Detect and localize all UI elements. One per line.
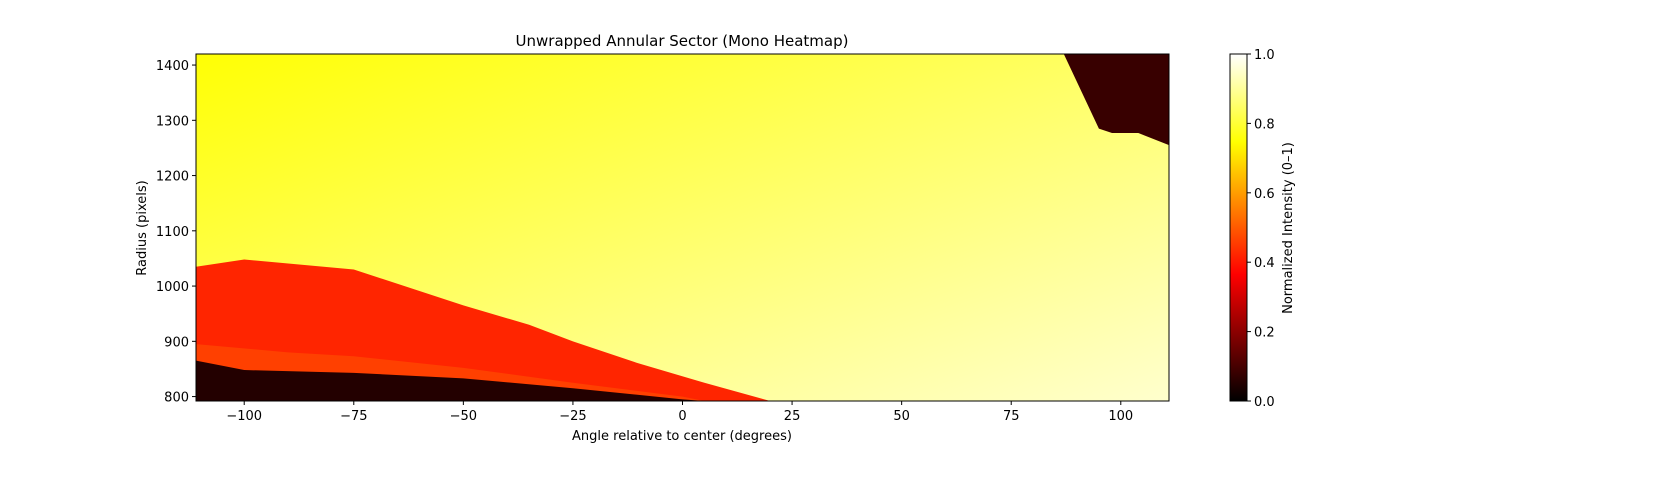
colorbar-tick-label: 0.6 [1254,187,1275,202]
x-tick-label: 50 [893,409,910,424]
y-tick-label: 1300 [156,114,189,129]
x-tick-label: 75 [1003,409,1020,424]
x-tick-label: −75 [340,409,367,424]
x-tick-label: 0 [678,409,686,424]
y-tick-label: 1100 [156,225,189,240]
y-tick-label: 1400 [156,59,189,74]
colorbar-tick-label: 0.0 [1254,395,1275,410]
x-tick-label: 100 [1108,409,1133,424]
x-axis: −100 −75 −50 −25 0 25 50 75 100 [226,401,1133,424]
y-tick-label: 800 [164,391,189,406]
colorbar-tick-label: 0.4 [1254,256,1275,271]
colorbar-label: Normalized Intensity (0–1) [1281,142,1296,314]
colorbar-tick-label: 0.2 [1254,326,1275,341]
y-axis: 800 900 1000 1100 1200 1300 1400 [156,59,196,406]
x-tick-label: −50 [450,409,477,424]
colorbar [1229,53,1248,402]
chart-title: Unwrapped Annular Sector (Mono Heatmap) [516,32,849,50]
colorbar-axis: 0.0 0.2 0.4 0.6 0.8 1.0 [1247,48,1275,410]
y-tick-label: 1200 [156,170,189,185]
heatmap-plot [196,54,1169,401]
heatmap-region-dark-corner [1063,54,1169,146]
y-tick-label: 1000 [156,280,189,295]
x-tick-label: −25 [559,409,586,424]
heatmap-region-dark-band [196,360,705,401]
x-axis-label: Angle relative to center (degrees) [572,429,792,444]
colorbar-tick-label: 1.0 [1254,48,1275,63]
colorbar-tick-label: 0.8 [1254,117,1275,132]
x-tick-label: 25 [784,409,801,424]
y-tick-label: 900 [164,335,189,350]
y-axis-label: Radius (pixels) [135,180,150,275]
x-tick-label: −100 [226,409,262,424]
